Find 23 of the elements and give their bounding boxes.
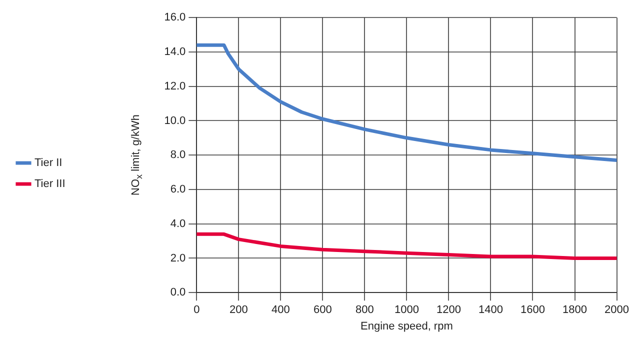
x-tick-label: 1600	[520, 304, 545, 316]
x-tick-label: 400	[272, 304, 290, 316]
x-tick-label: 0	[194, 304, 200, 316]
x-tick-label: 2000	[604, 304, 630, 316]
y-tick-label: 10.0	[164, 114, 186, 127]
y-tick-label: 0.0	[170, 286, 186, 299]
x-tick-label: 1800	[562, 304, 587, 316]
x-tick-label: 200	[230, 304, 248, 316]
x-tick-label: 1000	[394, 304, 419, 316]
x-axis-title: Engine speed, rpm	[360, 320, 453, 332]
x-tick-label: 1200	[436, 304, 461, 316]
legend-label: Tier II	[34, 157, 62, 170]
y-tick-label: 6.0	[170, 184, 186, 196]
y-tick-label: 14.0	[164, 46, 186, 58]
y-tick-label: 12.0	[164, 80, 186, 92]
y-tick-label: 4.0	[170, 218, 186, 230]
x-tick-label: 1400	[478, 304, 503, 316]
x-tick-label: 600	[314, 304, 332, 316]
y-tick-label: 16.0	[164, 12, 186, 24]
legend-label: Tier III	[34, 178, 66, 190]
y-tick-label: 2.0	[170, 252, 186, 264]
y-tick-label: 8.0	[170, 149, 186, 162]
x-tick-label: 800	[356, 304, 374, 316]
